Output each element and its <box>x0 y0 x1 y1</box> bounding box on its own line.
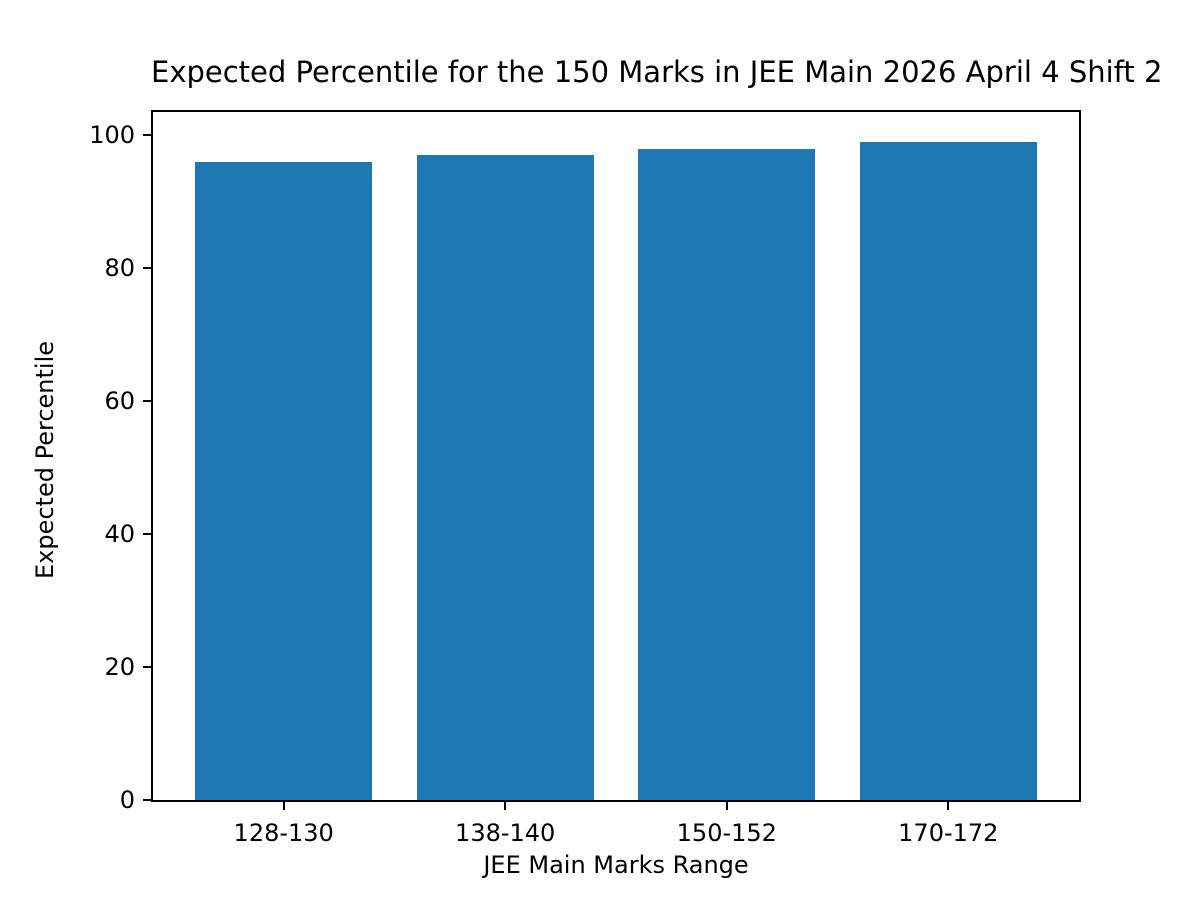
y-tick-mark <box>143 400 151 403</box>
y-tick-mark <box>143 134 151 137</box>
x-tick-label: 150-152 <box>676 819 777 847</box>
y-tick-label: 20 <box>104 653 135 682</box>
y-tick-label: 80 <box>104 254 135 283</box>
bar-128-130 <box>195 161 373 800</box>
x-tick-label: 128-130 <box>233 819 334 847</box>
x-tick-label: 170-172 <box>898 819 999 847</box>
y-tick-mark <box>143 799 151 801</box>
chart-title: Expected Percentile for the 150 Marks in… <box>151 55 1163 89</box>
x-tick-mark <box>282 802 285 810</box>
bar-138-140 <box>416 155 594 800</box>
y-tick-label: 60 <box>104 387 135 416</box>
bar-150-152 <box>638 148 816 800</box>
x-tick-mark <box>504 802 507 810</box>
y-tick-mark <box>143 533 151 536</box>
y-tick-mark <box>143 267 151 270</box>
x-tick-label: 138-140 <box>455 819 556 847</box>
x-tick-mark <box>725 802 728 810</box>
y-tick-mark <box>143 666 151 669</box>
x-tick-mark <box>947 802 950 810</box>
bar-170-172 <box>859 141 1037 800</box>
y-tick-label: 0 <box>119 786 135 814</box>
y-tick-label: 100 <box>89 121 135 150</box>
plot-area <box>151 110 1081 802</box>
x-axis-label: JEE Main Marks Range <box>483 851 749 879</box>
y-tick-label: 40 <box>104 520 135 549</box>
